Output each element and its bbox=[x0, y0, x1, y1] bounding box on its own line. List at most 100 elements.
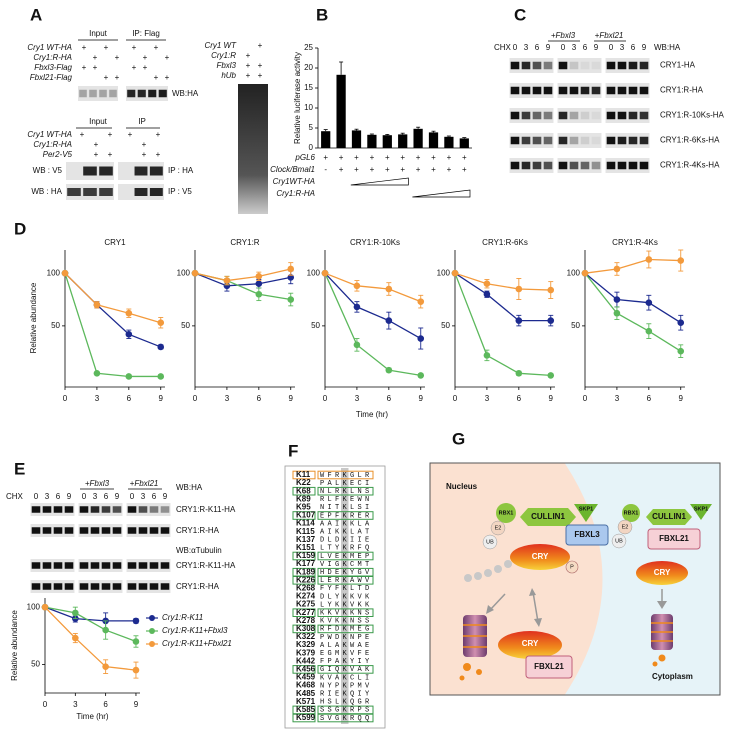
lane-mark: + bbox=[165, 73, 170, 82]
band bbox=[606, 136, 616, 145]
blot bbox=[557, 108, 602, 123]
band bbox=[591, 86, 601, 95]
band bbox=[510, 86, 520, 95]
x-tick-label: 9 bbox=[289, 394, 294, 403]
blot-label: CRY1:R-6Ks-HA bbox=[660, 136, 720, 145]
lane-mark: + bbox=[132, 43, 137, 52]
band bbox=[591, 111, 601, 120]
band bbox=[510, 111, 520, 120]
band bbox=[521, 86, 531, 95]
sequence: LYKKVKK bbox=[320, 601, 373, 609]
blot bbox=[78, 524, 123, 537]
band bbox=[569, 161, 579, 170]
y-tick-label: 15 bbox=[304, 83, 313, 92]
data-point bbox=[223, 277, 231, 284]
band bbox=[79, 89, 87, 98]
band bbox=[138, 583, 148, 590]
sequence: LERKAWV bbox=[320, 577, 373, 585]
x-tick-label: 9 bbox=[679, 394, 684, 403]
sequence-box bbox=[317, 713, 374, 723]
blot bbox=[126, 524, 171, 537]
blot bbox=[557, 158, 602, 173]
band bbox=[543, 86, 553, 95]
sequence: EGMKVFE bbox=[320, 650, 373, 658]
panel-label: E bbox=[14, 459, 25, 478]
x-tick-label: 6 bbox=[103, 700, 108, 709]
blot bbox=[126, 503, 171, 516]
data-point bbox=[581, 269, 589, 277]
blot-label: WB:HA bbox=[654, 43, 681, 52]
band bbox=[543, 136, 553, 145]
blot bbox=[557, 58, 602, 73]
data-point bbox=[385, 366, 393, 374]
data-point bbox=[515, 370, 523, 377]
condition-mark: + bbox=[370, 153, 375, 162]
blot-label: CRY1:R-K11-HA bbox=[176, 561, 236, 570]
y-axis-label: Relative abundance bbox=[10, 610, 19, 681]
data-point bbox=[157, 319, 165, 327]
sequence-box bbox=[317, 624, 374, 634]
data-point bbox=[645, 299, 653, 306]
band bbox=[510, 136, 520, 145]
lane-mark: + bbox=[142, 150, 147, 159]
x-tick-label: 3 bbox=[73, 700, 78, 709]
protein-label: P bbox=[570, 564, 574, 570]
band bbox=[628, 61, 638, 70]
timepoint: 0 bbox=[609, 43, 614, 52]
protein-label: E2 bbox=[495, 525, 502, 531]
blot-label: WB:HA bbox=[176, 483, 203, 492]
sequence: KVKKNSS bbox=[320, 618, 373, 626]
band bbox=[112, 583, 122, 590]
data-point bbox=[287, 265, 295, 273]
protein-label: RBX1 bbox=[499, 510, 514, 516]
blot bbox=[509, 58, 554, 73]
sequence: RLFKEWN bbox=[320, 496, 373, 504]
data-point bbox=[353, 282, 361, 290]
condition-mark: + bbox=[447, 153, 452, 162]
series-line bbox=[44, 606, 137, 671]
band bbox=[639, 161, 649, 170]
site-label: K585 bbox=[296, 705, 316, 714]
blot bbox=[78, 86, 118, 101]
blot-label: CRY1:R-HA bbox=[176, 526, 220, 535]
band bbox=[580, 61, 590, 70]
site-label: K485 bbox=[296, 689, 316, 698]
band bbox=[606, 61, 616, 70]
band bbox=[510, 61, 520, 70]
site-label: K599 bbox=[296, 713, 316, 722]
sequence-box bbox=[317, 608, 374, 618]
sequence: EPFKRER bbox=[320, 512, 373, 520]
timepoint: 6 bbox=[535, 43, 540, 52]
band bbox=[42, 506, 52, 513]
site-label: K277 bbox=[296, 608, 316, 617]
site-box bbox=[292, 624, 316, 634]
sequence: NYPKPMV bbox=[320, 682, 373, 690]
blot bbox=[509, 108, 554, 123]
band bbox=[148, 89, 157, 98]
bar bbox=[398, 134, 408, 148]
lane-mark: + bbox=[246, 61, 251, 70]
band bbox=[543, 61, 553, 70]
condition-mark: + bbox=[339, 165, 344, 174]
y-tick-label: 50 bbox=[51, 321, 60, 330]
band bbox=[64, 527, 74, 534]
condition-mark: + bbox=[323, 153, 328, 162]
site-box bbox=[292, 486, 316, 496]
x-tick-label: 0 bbox=[43, 700, 48, 709]
y-tick-label: 25 bbox=[304, 43, 313, 52]
protein-label: RBX1 bbox=[624, 510, 639, 516]
timepoint: 0 bbox=[513, 43, 518, 52]
site-label: K442 bbox=[296, 656, 316, 665]
y-tick-label: 0 bbox=[309, 143, 314, 152]
blot bbox=[509, 133, 554, 148]
row-label: hUb bbox=[221, 71, 236, 80]
chart-title: CRY1 bbox=[104, 238, 126, 247]
x-tick-label: 0 bbox=[63, 394, 68, 403]
sequence-box bbox=[317, 576, 374, 585]
cullin1 bbox=[646, 509, 692, 525]
condition-mark: + bbox=[385, 165, 390, 174]
site-label: K456 bbox=[296, 665, 316, 674]
lane-mark: + bbox=[93, 63, 98, 72]
band bbox=[558, 86, 568, 95]
